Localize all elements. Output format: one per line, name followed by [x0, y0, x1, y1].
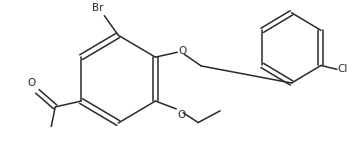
Text: O: O — [27, 78, 35, 88]
Text: O: O — [177, 110, 186, 120]
Text: Br: Br — [92, 3, 103, 13]
Text: O: O — [178, 46, 186, 56]
Text: Cl: Cl — [338, 64, 348, 74]
